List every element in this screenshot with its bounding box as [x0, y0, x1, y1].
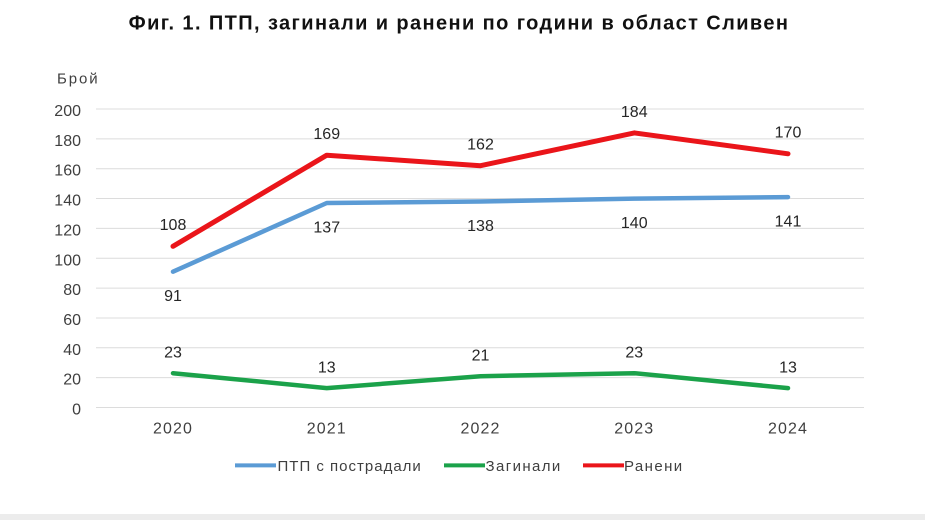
svg-text:140: 140 — [54, 193, 81, 210]
svg-text:60: 60 — [63, 312, 81, 329]
svg-text:2024: 2024 — [768, 421, 808, 438]
svg-text:0: 0 — [72, 402, 81, 419]
svg-text:120: 120 — [54, 222, 81, 239]
svg-text:141: 141 — [775, 214, 802, 231]
svg-text:Загинали: Загинали — [486, 458, 562, 475]
svg-text:ПТП с пострадали: ПТП с пострадали — [278, 458, 422, 475]
svg-text:2021: 2021 — [307, 421, 347, 438]
svg-text:Фиг. 1. ПТП, загинали и ранени: Фиг. 1. ПТП, загинали и ранени по години… — [129, 13, 790, 35]
svg-text:137: 137 — [313, 219, 340, 236]
svg-text:Ранени: Ранени — [624, 458, 684, 475]
svg-text:2022: 2022 — [461, 421, 501, 438]
svg-text:162: 162 — [467, 137, 494, 154]
svg-text:2020: 2020 — [153, 421, 193, 438]
svg-text:Брой: Брой — [57, 71, 100, 88]
svg-text:138: 138 — [467, 218, 494, 235]
svg-text:21: 21 — [472, 348, 490, 365]
svg-text:23: 23 — [625, 345, 643, 362]
svg-text:100: 100 — [54, 252, 81, 269]
svg-text:20: 20 — [63, 372, 81, 389]
svg-text:180: 180 — [54, 133, 81, 150]
svg-text:91: 91 — [164, 288, 182, 305]
svg-text:13: 13 — [318, 360, 336, 377]
svg-text:40: 40 — [63, 342, 81, 359]
svg-text:140: 140 — [621, 215, 648, 232]
svg-text:108: 108 — [160, 217, 187, 234]
svg-text:23: 23 — [164, 345, 182, 362]
svg-text:170: 170 — [775, 125, 802, 142]
svg-text:13: 13 — [779, 360, 797, 377]
svg-text:2023: 2023 — [614, 421, 654, 438]
svg-text:80: 80 — [63, 282, 81, 299]
svg-text:184: 184 — [621, 104, 648, 121]
svg-text:160: 160 — [54, 163, 81, 180]
svg-text:169: 169 — [313, 126, 340, 143]
svg-text:200: 200 — [54, 103, 81, 120]
